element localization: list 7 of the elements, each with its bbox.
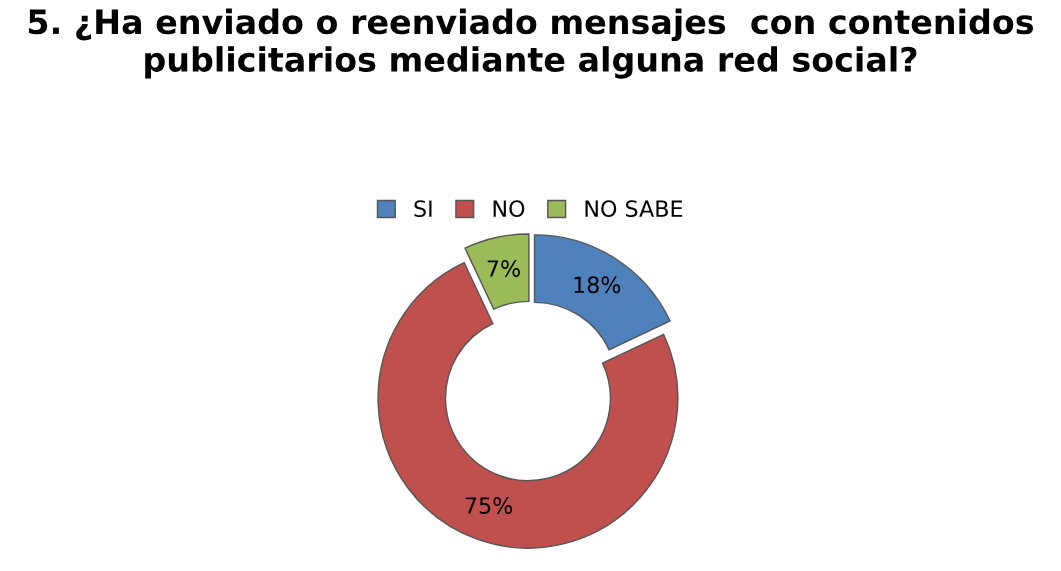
data-label: 75% xyxy=(465,497,513,514)
legend-label: NO SABE xyxy=(585,200,683,218)
legend-label: NO xyxy=(493,200,525,218)
legend-label: SI xyxy=(414,200,432,218)
chart-title: 5. ¿Ha enviado o reenviado mensajes con contenidos publicitarios mediante alguna red social? xyxy=(28,8,1034,79)
data-label: 7% xyxy=(487,260,520,277)
data-label: 18% xyxy=(574,276,621,294)
